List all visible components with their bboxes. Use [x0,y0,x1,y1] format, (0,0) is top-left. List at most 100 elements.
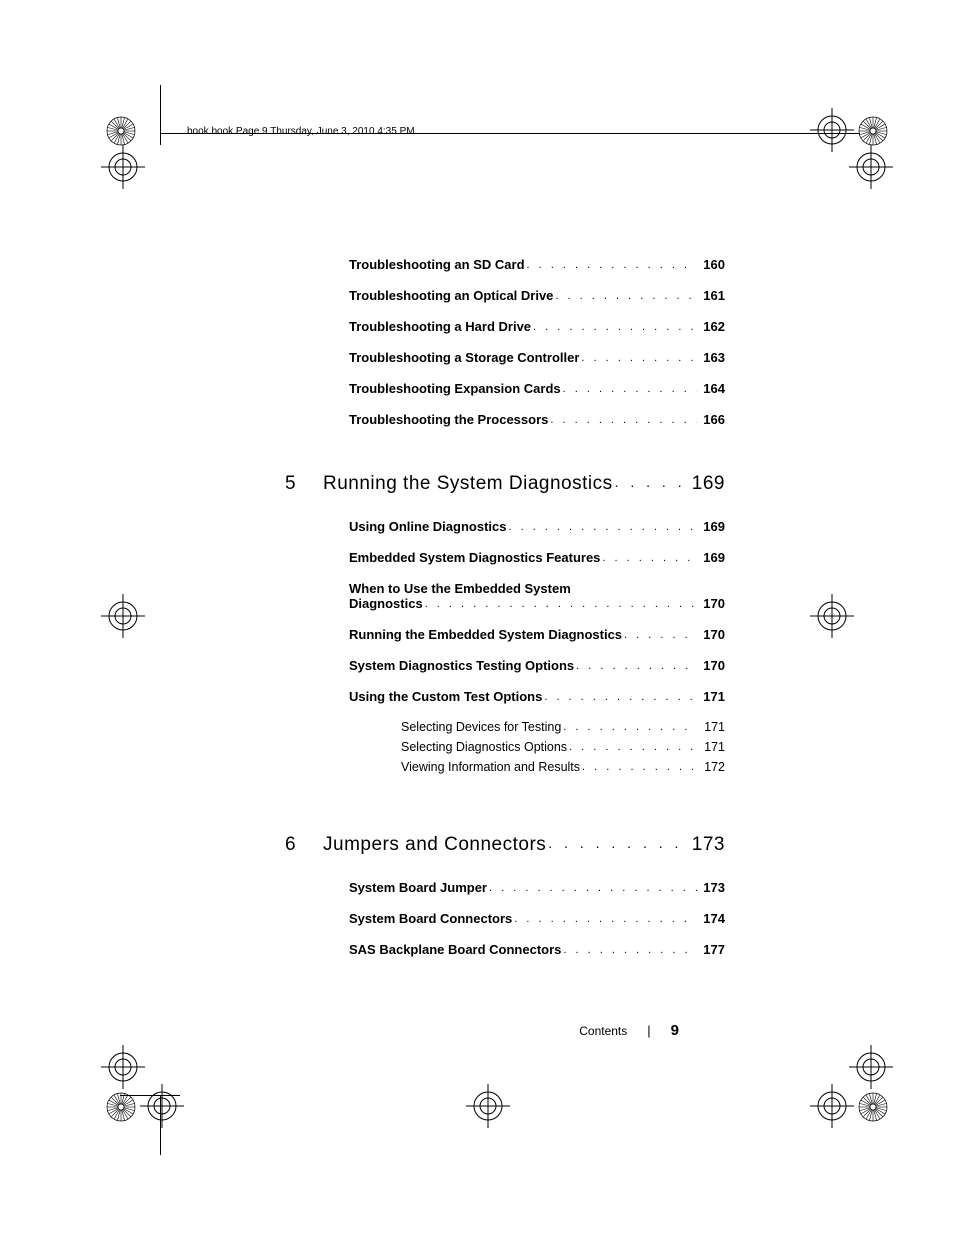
chapter-page: 169 [691,473,725,495]
toc-leader-dots: . . . . . . . . . . . . . . . . . . . . … [561,383,697,395]
toc-entry-title: Troubleshooting the Processors [285,412,548,427]
toc-entry: System Diagnostics Testing Options. . . … [285,658,725,673]
toc-leader-dots: . . . . . . . . . . . . . . . . . . . . … [512,913,697,925]
toc-entry-title: System Board Connectors [285,911,512,926]
registration-mark-icon [810,108,854,152]
radial-mark-icon [106,1092,136,1122]
toc-entry: System Board Jumper. . . . . . . . . . .… [285,880,725,895]
toc-entry: Troubleshooting an SD Card. . . . . . . … [285,257,725,272]
toc-leader-dots: . . . . . . . . . . . . . . . . . . . . … [561,721,697,733]
toc-entry-page: 169 [697,550,725,565]
registration-mark-icon [101,594,145,638]
toc-leader-dots: . . . . . . . . . . . . . . . . . . . . … [506,521,697,533]
footer-page-number: 9 [671,1022,679,1039]
toc-leader-dots: . . . . . . . . . . . . . . . . . . . . … [622,629,697,641]
toc-entry: Troubleshooting Expansion Cards. . . . .… [285,381,725,396]
toc-entry: Running the Embedded System Diagnostics.… [285,627,725,642]
toc-entry-page: 164 [697,381,725,396]
toc-leader-dots: . . . . . . . . . . . . . . . . . . . . … [548,414,697,426]
registration-mark-icon [140,1084,184,1128]
toc-entry-title: SAS Backplane Board Connectors [285,942,561,957]
toc-entry-page: 173 [697,880,725,895]
toc-entry-page: 177 [697,942,725,957]
toc-entry: SAS Backplane Board Connectors. . . . . … [285,942,725,957]
toc-entry-page: 162 [697,319,725,334]
toc-entry: Selecting Diagnostics Options. . . . . .… [285,740,725,754]
toc-entry-page: 160 [697,257,725,272]
toc-entry: Using Online Diagnostics. . . . . . . . … [285,519,725,534]
chapter-title: Running the System Diagnostics [323,473,613,495]
toc-leader-dots: . . . . . . . . . . . . . . . . . . . . … [613,474,691,490]
chapter-page: 173 [691,834,725,856]
footer-separator: | [647,1023,650,1038]
toc-leader-dots: . . . . . . . . . . . . . . . . . . . . … [553,290,697,302]
registration-mark-icon [849,145,893,189]
toc-entry-title: Using Online Diagnostics [285,519,506,534]
toc-entry-title: Running the Embedded System Diagnostics [285,627,622,642]
toc-leader-dots: . . . . . . . . . . . . . . . . . . . . … [525,259,697,271]
toc-leader-dots: . . . . . . . . . . . . . . . . . . . . … [561,944,697,956]
registration-mark-icon [810,1084,854,1128]
toc-leader-dots: . . . . . . . . . . . . . . . . . . . . … [423,598,697,610]
toc-leader-dots: . . . . . . . . . . . . . . . . . . . . … [542,691,697,703]
toc-entry-page: 163 [697,350,725,365]
toc-entry-page: 170 [697,596,725,611]
toc-entry-title: Using the Custom Test Options [285,689,542,704]
toc-entry-title: Viewing Information and Results [311,760,580,774]
footer-section-label: Contents [579,1024,627,1038]
toc-entry: When to Use the Embedded SystemDiagnosti… [285,581,725,611]
toc-entry-title: Troubleshooting Expansion Cards [285,381,561,396]
toc-leader-dots: . . . . . . . . . . . . . . . . . . . . … [567,741,697,753]
radial-mark-icon [106,116,136,146]
toc-entry-title: Troubleshooting an SD Card [285,257,525,272]
toc-entry-title: Troubleshooting a Storage Controller [285,350,579,365]
toc-entry-title: System Board Jumper [285,880,487,895]
registration-mark-icon [849,1045,893,1089]
registration-mark-icon [101,145,145,189]
toc-entry-page: 170 [697,627,725,642]
toc-entry-page: 166 [697,412,725,427]
toc-entry-page: 170 [697,658,725,673]
chapter-number: 5 [285,473,323,495]
registration-mark-icon [101,1045,145,1089]
page-footer: Contents | 9 [579,1022,679,1039]
toc-entry-page: 169 [697,519,725,534]
toc-entry-page: 174 [697,911,725,926]
toc-entry: Viewing Information and Results. . . . .… [285,760,725,774]
toc-entry: Embedded System Diagnostics Features. . … [285,550,725,565]
toc-entry-page: 161 [697,288,725,303]
toc-entry-page: 171 [697,720,725,734]
toc-entry-page: 171 [697,740,725,754]
toc-entry: Troubleshooting a Storage Controller. . … [285,350,725,365]
chapter-title: Jumpers and Connectors [323,834,546,856]
toc-entry-page: 171 [697,689,725,704]
toc-leader-dots: . . . . . . . . . . . . . . . . . . . . … [580,761,697,773]
toc-entry: Troubleshooting a Hard Drive. . . . . . … [285,319,725,334]
toc-leader-dots: . . . . . . . . . . . . . . . . . . . . … [487,882,697,894]
chapter-heading: 6Jumpers and Connectors. . . . . . . . .… [285,834,725,856]
page-header: book.book Page 9 Thursday, June 3, 2010 … [187,126,415,137]
toc-entry-title: When to Use the Embedded System [285,581,725,596]
toc-entry: Troubleshooting an Optical Drive. . . . … [285,288,725,303]
toc-leader-dots: . . . . . . . . . . . . . . . . . . . . … [600,552,697,564]
chapter-number: 6 [285,834,323,856]
toc-entry: Using the Custom Test Options. . . . . .… [285,689,725,704]
registration-mark-icon [466,1084,510,1128]
toc-entry-title: System Diagnostics Testing Options [285,658,574,673]
toc-leader-dots: . . . . . . . . . . . . . . . . . . . . … [546,835,691,851]
toc-entry-page: 172 [697,760,725,774]
toc-entry-title: Selecting Diagnostics Options [311,740,567,754]
toc-entry: System Board Connectors. . . . . . . . .… [285,911,725,926]
toc-entry: Troubleshooting the Processors. . . . . … [285,412,725,427]
toc-entry-title: Embedded System Diagnostics Features [285,550,600,565]
toc-entry-title: Troubleshooting an Optical Drive [285,288,553,303]
toc-entry-title: Selecting Devices for Testing [311,720,561,734]
chapter-heading: 5Running the System Diagnostics. . . . .… [285,473,725,495]
radial-mark-icon [858,116,888,146]
toc-entry: Selecting Devices for Testing. . . . . .… [285,720,725,734]
toc-leader-dots: . . . . . . . . . . . . . . . . . . . . … [531,321,697,333]
toc-leader-dots: . . . . . . . . . . . . . . . . . . . . … [574,660,697,672]
toc-entry-title: Troubleshooting a Hard Drive [285,319,531,334]
registration-mark-icon [810,594,854,638]
toc-leader-dots: . . . . . . . . . . . . . . . . . . . . … [579,352,697,364]
